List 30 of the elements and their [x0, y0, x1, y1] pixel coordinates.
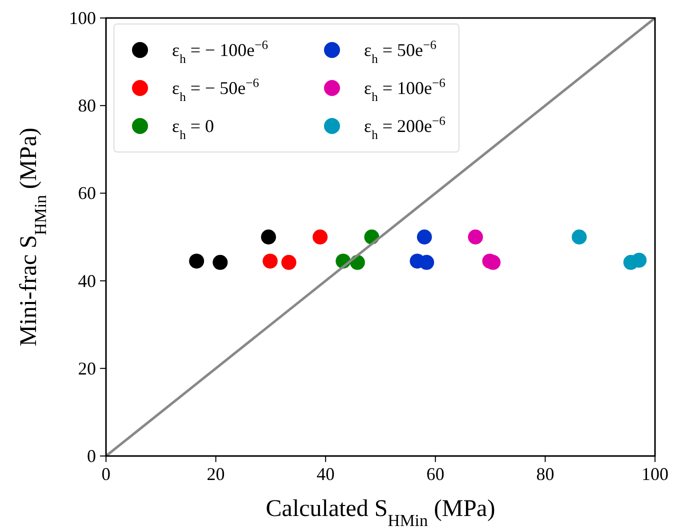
x-tick-label: 0	[102, 464, 110, 484]
point	[416, 230, 432, 244]
legend-label: ε$_{h}$ = 200e$^{−6}$	[364, 114, 446, 142]
x-axis-title: Calculated S$_{HMin}$ (MPa)	[266, 496, 496, 530]
point	[312, 230, 328, 244]
y-tick-label: 60	[78, 183, 96, 204]
point	[468, 230, 483, 244]
legend-label: ε$_{h}$ = − 100e$^{−6}$	[172, 38, 268, 66]
y-tick-label: 0	[87, 446, 96, 466]
y-tick-label: 100	[69, 8, 96, 28]
y-tick-label: 20	[78, 358, 96, 378]
x-tick-label: 60	[426, 464, 444, 484]
point	[189, 254, 204, 269]
x-tick-label: 40	[316, 464, 335, 484]
x-tick-label: 20	[206, 464, 225, 484]
x-tick-label: 100	[642, 464, 668, 484]
legend-label: ε$_{h}$ = 100e$^{−6}$	[364, 76, 446, 104]
legend-label: ε$_{h}$ = − 50e$^{−6}$	[172, 76, 260, 104]
legend-label: ε$_{h}$ = 0	[172, 116, 214, 142]
point	[623, 254, 638, 270]
point	[212, 254, 228, 270]
point	[262, 254, 278, 269]
legend-label: ε$_{h}$ = 50e$^{−6}$	[364, 38, 436, 66]
point	[281, 254, 296, 270]
y-tick-label: 80	[78, 96, 96, 116]
x-tick-label: 80	[536, 464, 554, 484]
y-tick-label: 40	[78, 270, 96, 291]
point	[261, 230, 276, 244]
point	[419, 254, 434, 270]
point	[572, 230, 587, 244]
